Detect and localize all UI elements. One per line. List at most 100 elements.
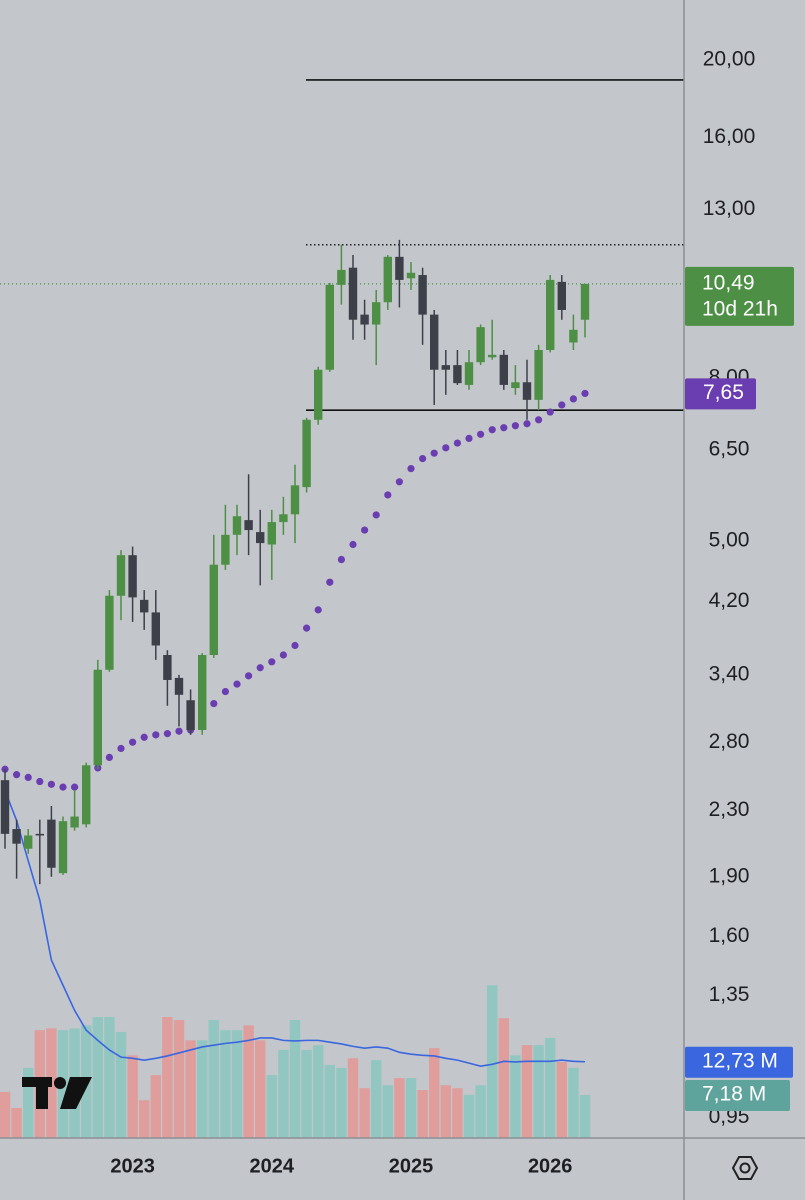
sar-dot bbox=[47, 780, 56, 788]
volume-bar bbox=[487, 985, 498, 1138]
candle-body bbox=[337, 269, 346, 285]
volume-bar bbox=[440, 1085, 451, 1138]
sar-dot bbox=[384, 491, 392, 499]
candle-body bbox=[58, 821, 68, 874]
candle-body bbox=[546, 279, 555, 350]
volume-bar bbox=[266, 1075, 277, 1138]
volume-bar bbox=[301, 1049, 312, 1138]
sar-dot bbox=[256, 664, 264, 672]
y-tick-label: 3,40 bbox=[709, 662, 750, 685]
sar-dot bbox=[349, 540, 357, 549]
y-tick-label: 4,20 bbox=[709, 589, 750, 612]
candle-body bbox=[35, 833, 44, 836]
candle-body bbox=[464, 362, 474, 385]
settings-button[interactable] bbox=[731, 1156, 759, 1180]
x-tick-label: 2024 bbox=[250, 1155, 295, 1177]
sar-box bbox=[685, 378, 756, 410]
candle-body bbox=[511, 382, 520, 389]
sar-dot bbox=[500, 424, 508, 432]
candle-body bbox=[580, 283, 590, 320]
y-tick-label: 1,90 bbox=[709, 864, 750, 887]
volume-bar bbox=[510, 1055, 521, 1138]
sar-dot bbox=[558, 401, 566, 409]
y-tick-label: 2,30 bbox=[709, 798, 750, 821]
sar-dot bbox=[523, 420, 531, 428]
volume-bar bbox=[347, 1058, 359, 1138]
volume-bar bbox=[255, 1040, 266, 1138]
last-price-box bbox=[685, 266, 794, 326]
sar-dot bbox=[477, 430, 485, 438]
sar-dot bbox=[453, 439, 461, 447]
candle-body bbox=[116, 555, 126, 596]
y-tick-label: 13,00 bbox=[703, 197, 756, 220]
sar-dot bbox=[326, 578, 334, 586]
volume-bar bbox=[382, 1085, 393, 1138]
sar-dot bbox=[419, 455, 427, 463]
y-tick-label: 2,80 bbox=[709, 730, 750, 753]
volume-bar bbox=[556, 1061, 567, 1138]
candle-body bbox=[174, 677, 184, 695]
candle-body bbox=[0, 780, 10, 834]
candle-body bbox=[47, 819, 56, 868]
volume-bar bbox=[533, 1045, 544, 1138]
candle-body bbox=[198, 654, 207, 731]
x-tick-label: 2026 bbox=[528, 1155, 573, 1177]
candle-body bbox=[325, 284, 334, 370]
candle-body bbox=[302, 419, 311, 488]
volume-bar bbox=[475, 1085, 486, 1138]
sar-dot bbox=[59, 783, 67, 791]
volume-bar bbox=[289, 1020, 301, 1138]
volume-bar bbox=[208, 1020, 219, 1138]
volume-bar bbox=[568, 1067, 579, 1138]
sar-dot bbox=[372, 511, 380, 519]
volume-bar bbox=[231, 1030, 243, 1138]
candle-body bbox=[383, 256, 392, 303]
volume-bar bbox=[127, 1055, 138, 1138]
candle-body bbox=[128, 555, 137, 598]
candle-body bbox=[314, 369, 323, 420]
sar-dot bbox=[221, 687, 229, 696]
sar-dot bbox=[175, 727, 183, 735]
y-tick-label: 6,50 bbox=[709, 437, 750, 460]
sar-dot bbox=[546, 408, 554, 416]
candle-body bbox=[140, 599, 149, 613]
sar-dot bbox=[569, 395, 578, 403]
sar-dot bbox=[36, 777, 44, 786]
sar-dot bbox=[511, 422, 519, 430]
candle-body bbox=[186, 700, 195, 731]
volume-ma-label: 12,73 M bbox=[702, 1049, 778, 1072]
x-tick-label: 2025 bbox=[389, 1155, 434, 1177]
sar-dot bbox=[268, 658, 276, 666]
sar-dot bbox=[163, 730, 171, 738]
volume-bar bbox=[104, 1017, 115, 1138]
last-price-label: 10,49 bbox=[702, 271, 755, 294]
candle-body bbox=[256, 532, 265, 544]
sar-dot bbox=[140, 733, 148, 741]
volume-bar bbox=[463, 1094, 475, 1138]
sar-dot bbox=[105, 753, 113, 762]
volume-ma-line bbox=[4, 790, 586, 1067]
x-tick-label: 2023 bbox=[110, 1155, 155, 1177]
volume-bar bbox=[394, 1078, 405, 1138]
sar-dot bbox=[210, 699, 218, 708]
candle-body bbox=[348, 267, 358, 320]
sar-label: 7,65 bbox=[703, 381, 744, 404]
candle-body bbox=[93, 669, 102, 766]
volume-bar bbox=[579, 1094, 591, 1138]
sar-dot bbox=[303, 624, 311, 632]
volume-bar bbox=[452, 1088, 463, 1138]
candle-body bbox=[151, 612, 160, 646]
candle-body bbox=[569, 329, 578, 343]
candle-body bbox=[534, 349, 543, 400]
candle-body bbox=[372, 302, 381, 325]
y-tick-label: 16,00 bbox=[703, 125, 756, 148]
sar-dot bbox=[71, 783, 79, 791]
candle-body bbox=[105, 595, 114, 670]
sar-dot bbox=[291, 641, 299, 650]
candle-body bbox=[82, 765, 91, 825]
volume-bar bbox=[162, 1017, 173, 1138]
sar-dot bbox=[24, 773, 32, 781]
volume-bar bbox=[0, 1091, 11, 1138]
sar-dot bbox=[152, 731, 160, 739]
volume-bar bbox=[11, 1108, 22, 1138]
